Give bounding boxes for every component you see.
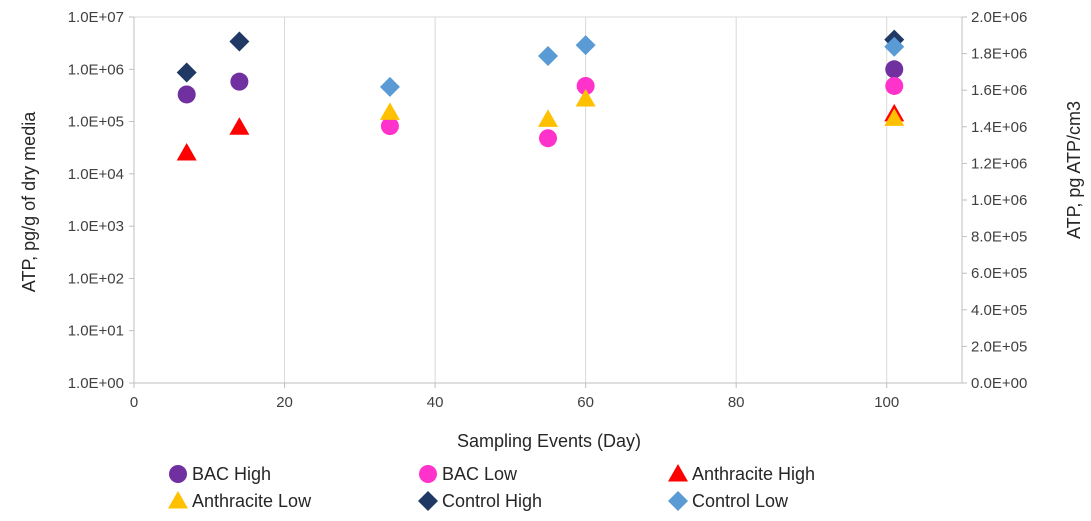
right-y-tick-label-8: 1.6E+06 — [971, 82, 1027, 99]
legend-marker-control-low — [668, 491, 688, 511]
legend-item-control-high: Control High — [418, 491, 542, 511]
right-y-tick-label-4: 8.0E+05 — [971, 229, 1027, 246]
control-high-point-1 — [229, 31, 250, 52]
x-tick-label-0: 0 — [130, 394, 138, 411]
left-y-tick-label-0: 1.0E+00 — [68, 375, 124, 392]
left-y-tick-label-3: 1.0E+03 — [68, 218, 124, 235]
anthracite-low-point-0 — [379, 102, 400, 120]
axes-layer — [133, 17, 963, 384]
bac-low-point-3 — [885, 76, 904, 95]
control-low-point-3 — [884, 36, 905, 57]
bac-low-point-1 — [539, 129, 557, 148]
bac-low-point-2 — [576, 76, 595, 95]
legend-marker-anthracite-high — [668, 464, 688, 482]
left-y-tick-label-6: 1.0E+06 — [68, 61, 124, 78]
control-high-point-0 — [176, 62, 197, 83]
legend-label-anthracite-high: Anthracite High — [692, 464, 815, 484]
anthracite-low-point-2 — [575, 89, 596, 107]
legend-label-control-low: Control Low — [692, 491, 789, 511]
right-y-tick-label-7: 1.4E+06 — [971, 119, 1027, 136]
series-bac-high — [177, 60, 904, 104]
grid-layer — [134, 16, 962, 383]
bac-low-point-0 — [380, 117, 399, 136]
anthracite-high-point-1 — [229, 117, 250, 135]
series-anthracite-high — [176, 103, 905, 161]
series-anthracite-low — [379, 89, 905, 127]
right-y-ticks: 0.0E+00 2.0E+05 4.0E+05 6.0E+05 8.0E+05 1.0E+… — [962, 9, 1027, 392]
x-tick-label-5: 100 — [874, 394, 899, 411]
anthracite-high-point-0 — [176, 143, 197, 161]
left-y-tick-label-7: 1.0E+07 — [68, 9, 124, 26]
left-y-tick-label-5: 1.0E+05 — [68, 114, 124, 131]
left-y-tick-label-2: 1.0E+02 — [68, 270, 124, 287]
left-y-ticks: 1.0E+00 1.0E+01 1.0E+02 1.0E+03 1.0E+04 1.0E+… — [68, 9, 134, 392]
legend-marker-bac-high — [169, 465, 187, 483]
legend-item-bac-low: BAC Low — [419, 464, 518, 484]
bac-high-point-2 — [885, 60, 904, 79]
data-points — [176, 29, 905, 161]
x-tick-label-3: 60 — [577, 394, 594, 411]
legend-item-anthracite-low: Anthracite Low — [168, 491, 312, 511]
legend-label-bac-low: BAC Low — [442, 464, 518, 484]
legend: BAC High BAC Low Anthracite High Anthracite… — [168, 464, 815, 511]
legend-label-control-high: Control High — [442, 491, 542, 511]
x-tick-label-1: 20 — [276, 394, 293, 411]
x-ticks: 0 20 40 60 80 100 — [130, 383, 899, 411]
x-tick-label-2: 40 — [427, 394, 444, 411]
right-y-tick-label-1: 2.0E+05 — [971, 338, 1027, 355]
left-y-tick-label-4: 1.0E+04 — [68, 166, 124, 183]
legend-marker-anthracite-low — [168, 491, 188, 509]
right-y-tick-label-5: 1.0E+06 — [971, 192, 1027, 209]
x-tick-label-4: 80 — [728, 394, 745, 411]
legend-label-bac-high: BAC High — [192, 464, 271, 484]
x-axis-title: Sampling Events (Day) — [457, 431, 641, 451]
legend-item-bac-high: BAC High — [169, 464, 271, 484]
control-low-point-1 — [538, 45, 558, 66]
bac-high-point-1 — [230, 72, 249, 91]
legend-label-anthracite-low: Anthracite Low — [192, 491, 312, 511]
y-axis-title: ATP, pg/g of dry media — [19, 111, 39, 292]
right-y-tick-label-9: 1.8E+06 — [971, 46, 1027, 63]
legend-marker-bac-low — [419, 465, 437, 483]
right-y-tick-label-3: 6.0E+05 — [971, 265, 1027, 282]
right-y-tick-label-6: 1.2E+06 — [971, 155, 1027, 172]
control-low-point-2 — [575, 35, 596, 56]
y2-axis-title: ATP, pg ATP/cm3 — [1064, 101, 1084, 239]
control-low-point-0 — [379, 76, 400, 97]
series-control-low — [379, 35, 905, 97]
right-y-tick-label-10: 2.0E+06 — [971, 9, 1027, 26]
series-bac-low — [380, 76, 904, 148]
legend-item-control-low: Control Low — [668, 491, 789, 511]
left-y-tick-label-1: 1.0E+01 — [68, 323, 124, 340]
legend-marker-control-high — [418, 491, 438, 511]
right-y-tick-label-0: 0.0E+00 — [971, 375, 1027, 392]
legend-item-anthracite-high: Anthracite High — [668, 464, 815, 484]
anthracite-low-point-1 — [538, 109, 558, 127]
anthracite-low-point-3 — [884, 108, 905, 126]
right-y-tick-label-2: 4.0E+05 — [971, 302, 1027, 319]
bac-high-point-0 — [177, 85, 196, 104]
